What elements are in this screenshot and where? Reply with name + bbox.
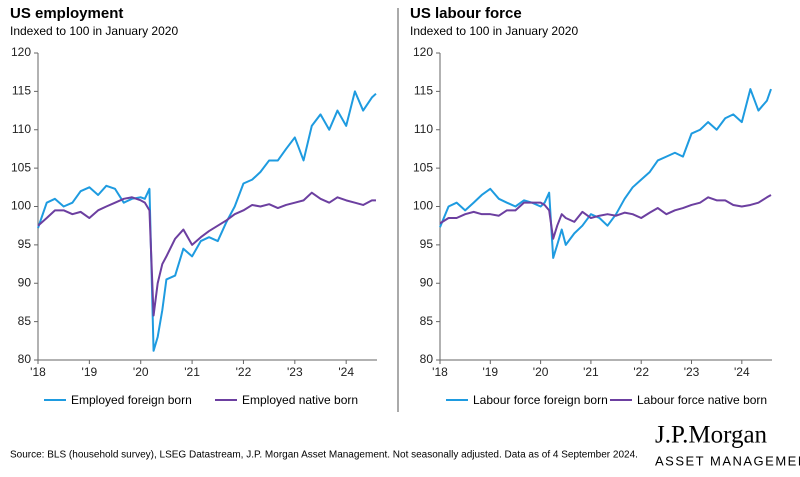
logo: J.P.Morgan — [655, 422, 768, 449]
x-tick-label: '19 — [82, 365, 98, 379]
y-tick-label: 105 — [11, 160, 31, 174]
y-tick-label: 100 — [11, 199, 31, 213]
chart-title: US employment — [10, 5, 123, 22]
x-tick-label: '18 — [432, 365, 448, 379]
y-tick-label: 100 — [413, 199, 433, 213]
x-tick-label: '21 — [184, 365, 200, 379]
series-line — [37, 191, 376, 317]
y-tick-label: 120 — [11, 45, 31, 59]
logo-subtitle: ASSET MANAGEMENT — [655, 453, 800, 468]
y-tick-label: 85 — [18, 314, 32, 328]
y-tick-label: 90 — [18, 275, 32, 289]
x-tick-label: '21 — [583, 365, 599, 379]
y-tick-label: 105 — [413, 160, 433, 174]
x-tick-label: '23 — [684, 365, 700, 379]
y-tick-label: 115 — [414, 84, 433, 98]
legend-label: Labour force native born — [637, 393, 767, 407]
y-tick-label: 115 — [12, 84, 31, 98]
x-tick-label: '22 — [633, 365, 649, 379]
series-line — [439, 88, 772, 259]
y-tick-label: 110 — [12, 122, 31, 136]
chart-subtitle: Indexed to 100 in January 2020 — [10, 24, 178, 38]
x-tick-label: '19 — [482, 365, 498, 379]
y-tick-label: 95 — [18, 237, 32, 251]
y-tick-label: 95 — [420, 237, 434, 251]
x-tick-label: '24 — [338, 365, 354, 379]
y-tick-label: 80 — [18, 352, 32, 366]
x-tick-label: '22 — [236, 365, 252, 379]
source-note: Source: BLS (household survey), LSEG Dat… — [10, 450, 638, 461]
legend-label: Employed foreign born — [71, 393, 192, 407]
y-tick-label: 90 — [420, 275, 434, 289]
legend-label: Labour force foreign born — [473, 393, 608, 407]
x-tick-label: '24 — [734, 365, 750, 379]
x-tick-label: '23 — [287, 365, 303, 379]
series-line — [439, 194, 772, 240]
legend-label: Employed native born — [242, 393, 358, 407]
x-tick-label: '20 — [133, 365, 149, 379]
y-tick-label: 85 — [420, 314, 434, 328]
y-tick-label: 80 — [420, 352, 434, 366]
chart-title: US labour force — [410, 5, 522, 22]
x-tick-label: '20 — [533, 365, 549, 379]
chart-subtitle: Indexed to 100 in January 2020 — [410, 24, 578, 38]
x-tick-label: '18 — [30, 365, 46, 379]
series-line — [37, 90, 377, 352]
y-tick-label: 120 — [413, 45, 433, 59]
y-tick-label: 110 — [414, 122, 433, 136]
